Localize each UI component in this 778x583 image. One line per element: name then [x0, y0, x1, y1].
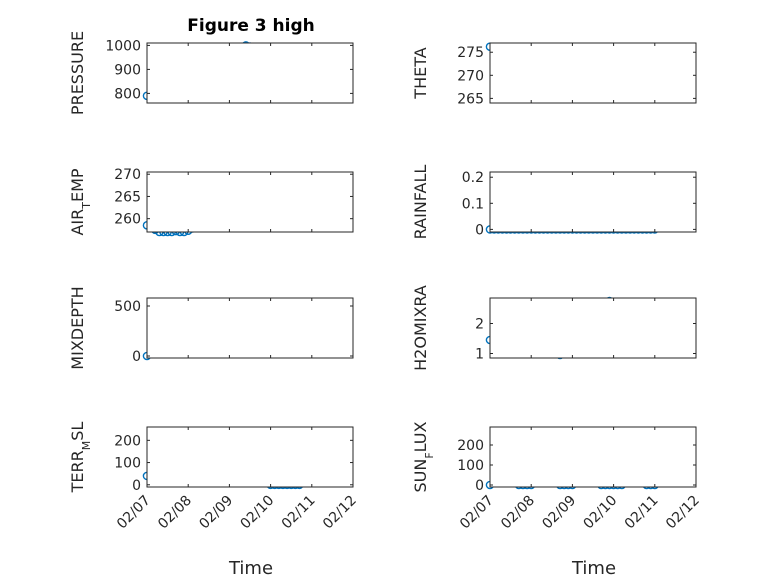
subplot-pressure: 800 900 1000 PRESSURE	[68, 31, 354, 115]
subplot-rainfall: 0 0.1 0.2 RAINFALL	[411, 165, 697, 240]
subplot-mixdepth: 0 500 MIXDEPTH	[68, 286, 354, 370]
y-axis-label-mixdepth: MIXDEPTH	[68, 286, 87, 369]
y-tick-label: 260	[114, 212, 141, 228]
x-tick-label: 02/11	[279, 493, 319, 533]
y-axis-label-rainfall: RAINFALL	[411, 165, 430, 240]
axes-frame	[146, 426, 354, 488]
x-tick-label: 02/10	[581, 493, 621, 533]
y-axis-label-sun_flux: SUNFLUX	[411, 421, 436, 492]
y-tick-label: 0	[475, 478, 484, 494]
y-tick-label: 100	[457, 458, 484, 474]
x-tick-label: 02/07	[114, 493, 154, 533]
x-tick-label: 02/11	[622, 493, 662, 533]
y-tick-label: 1000	[105, 38, 141, 54]
x-tick-label: 02/10	[238, 493, 278, 533]
y-axis-label-pressure: PRESSURE	[68, 31, 87, 115]
x-tick-label: 02/08	[498, 493, 538, 533]
x-tick-label: 02/09	[539, 493, 579, 533]
y-tick-label: 265	[457, 91, 484, 107]
y-tick-label: 270	[457, 68, 484, 84]
axes-frame	[146, 42, 354, 104]
y-tick-label: 0	[132, 349, 141, 365]
subplot-h2omixra: 1 2 H2OMIXRA	[411, 285, 697, 371]
axes-frame	[489, 297, 697, 359]
y-tick-label: 800	[114, 86, 141, 102]
axes-frame	[489, 171, 697, 233]
axes-frame	[489, 426, 697, 488]
axes-frame	[489, 42, 697, 104]
x-axis-label-right: Time	[571, 558, 616, 579]
figure-title: Figure 3 high	[187, 16, 315, 36]
y-tick-label: 0	[475, 222, 484, 238]
axes-frame	[146, 297, 354, 359]
y-tick-label: 0	[132, 478, 141, 494]
y-tick-label: 200	[457, 438, 484, 454]
subplot-terr_msl: 0 100 200 TERRMSL 02/07 02/08 02/09 02/10 02/11 0…	[68, 422, 360, 533]
y-axis-label-air_temp: AIRTEMP	[68, 168, 93, 235]
y-axis-label-h2omixra: H2OMIXRA	[411, 285, 430, 371]
y-tick-label: 200	[114, 433, 141, 449]
y-tick-label: 0.2	[462, 170, 484, 186]
x-tick-label: 02/08	[155, 493, 195, 533]
x-tick-label: 02/09	[196, 493, 236, 533]
y-tick-label: 275	[457, 45, 484, 61]
y-axis-label-terr_msl: TERRMSL	[68, 422, 93, 494]
y-tick-label: 100	[114, 456, 141, 472]
x-tick-label: 02/12	[320, 493, 360, 533]
subplot-sun_flux: 0 100 200 SUNFLUX 02/07 02/08 02/09 02/10 02/11 0…	[411, 421, 703, 532]
subplot-theta: 265 270 275 THETA	[411, 42, 697, 107]
axes-frame	[146, 171, 354, 233]
x-tick-label: 02/07	[457, 493, 497, 533]
y-tick-label: 1	[475, 347, 484, 363]
y-tick-label: 2	[475, 317, 484, 333]
y-tick-label: 500	[114, 299, 141, 315]
x-axis-label-left: Time	[228, 558, 273, 579]
y-tick-label: 900	[114, 62, 141, 78]
y-axis-label-theta: THETA	[411, 47, 430, 99]
y-tick-label: 0.1	[462, 196, 484, 212]
subplot-air_temp: 260 265 270 AIRTEMP	[68, 167, 354, 237]
y-tick-label: 270	[114, 167, 141, 183]
x-tick-label: 02/12	[663, 493, 703, 533]
y-tick-label: 265	[114, 189, 141, 205]
